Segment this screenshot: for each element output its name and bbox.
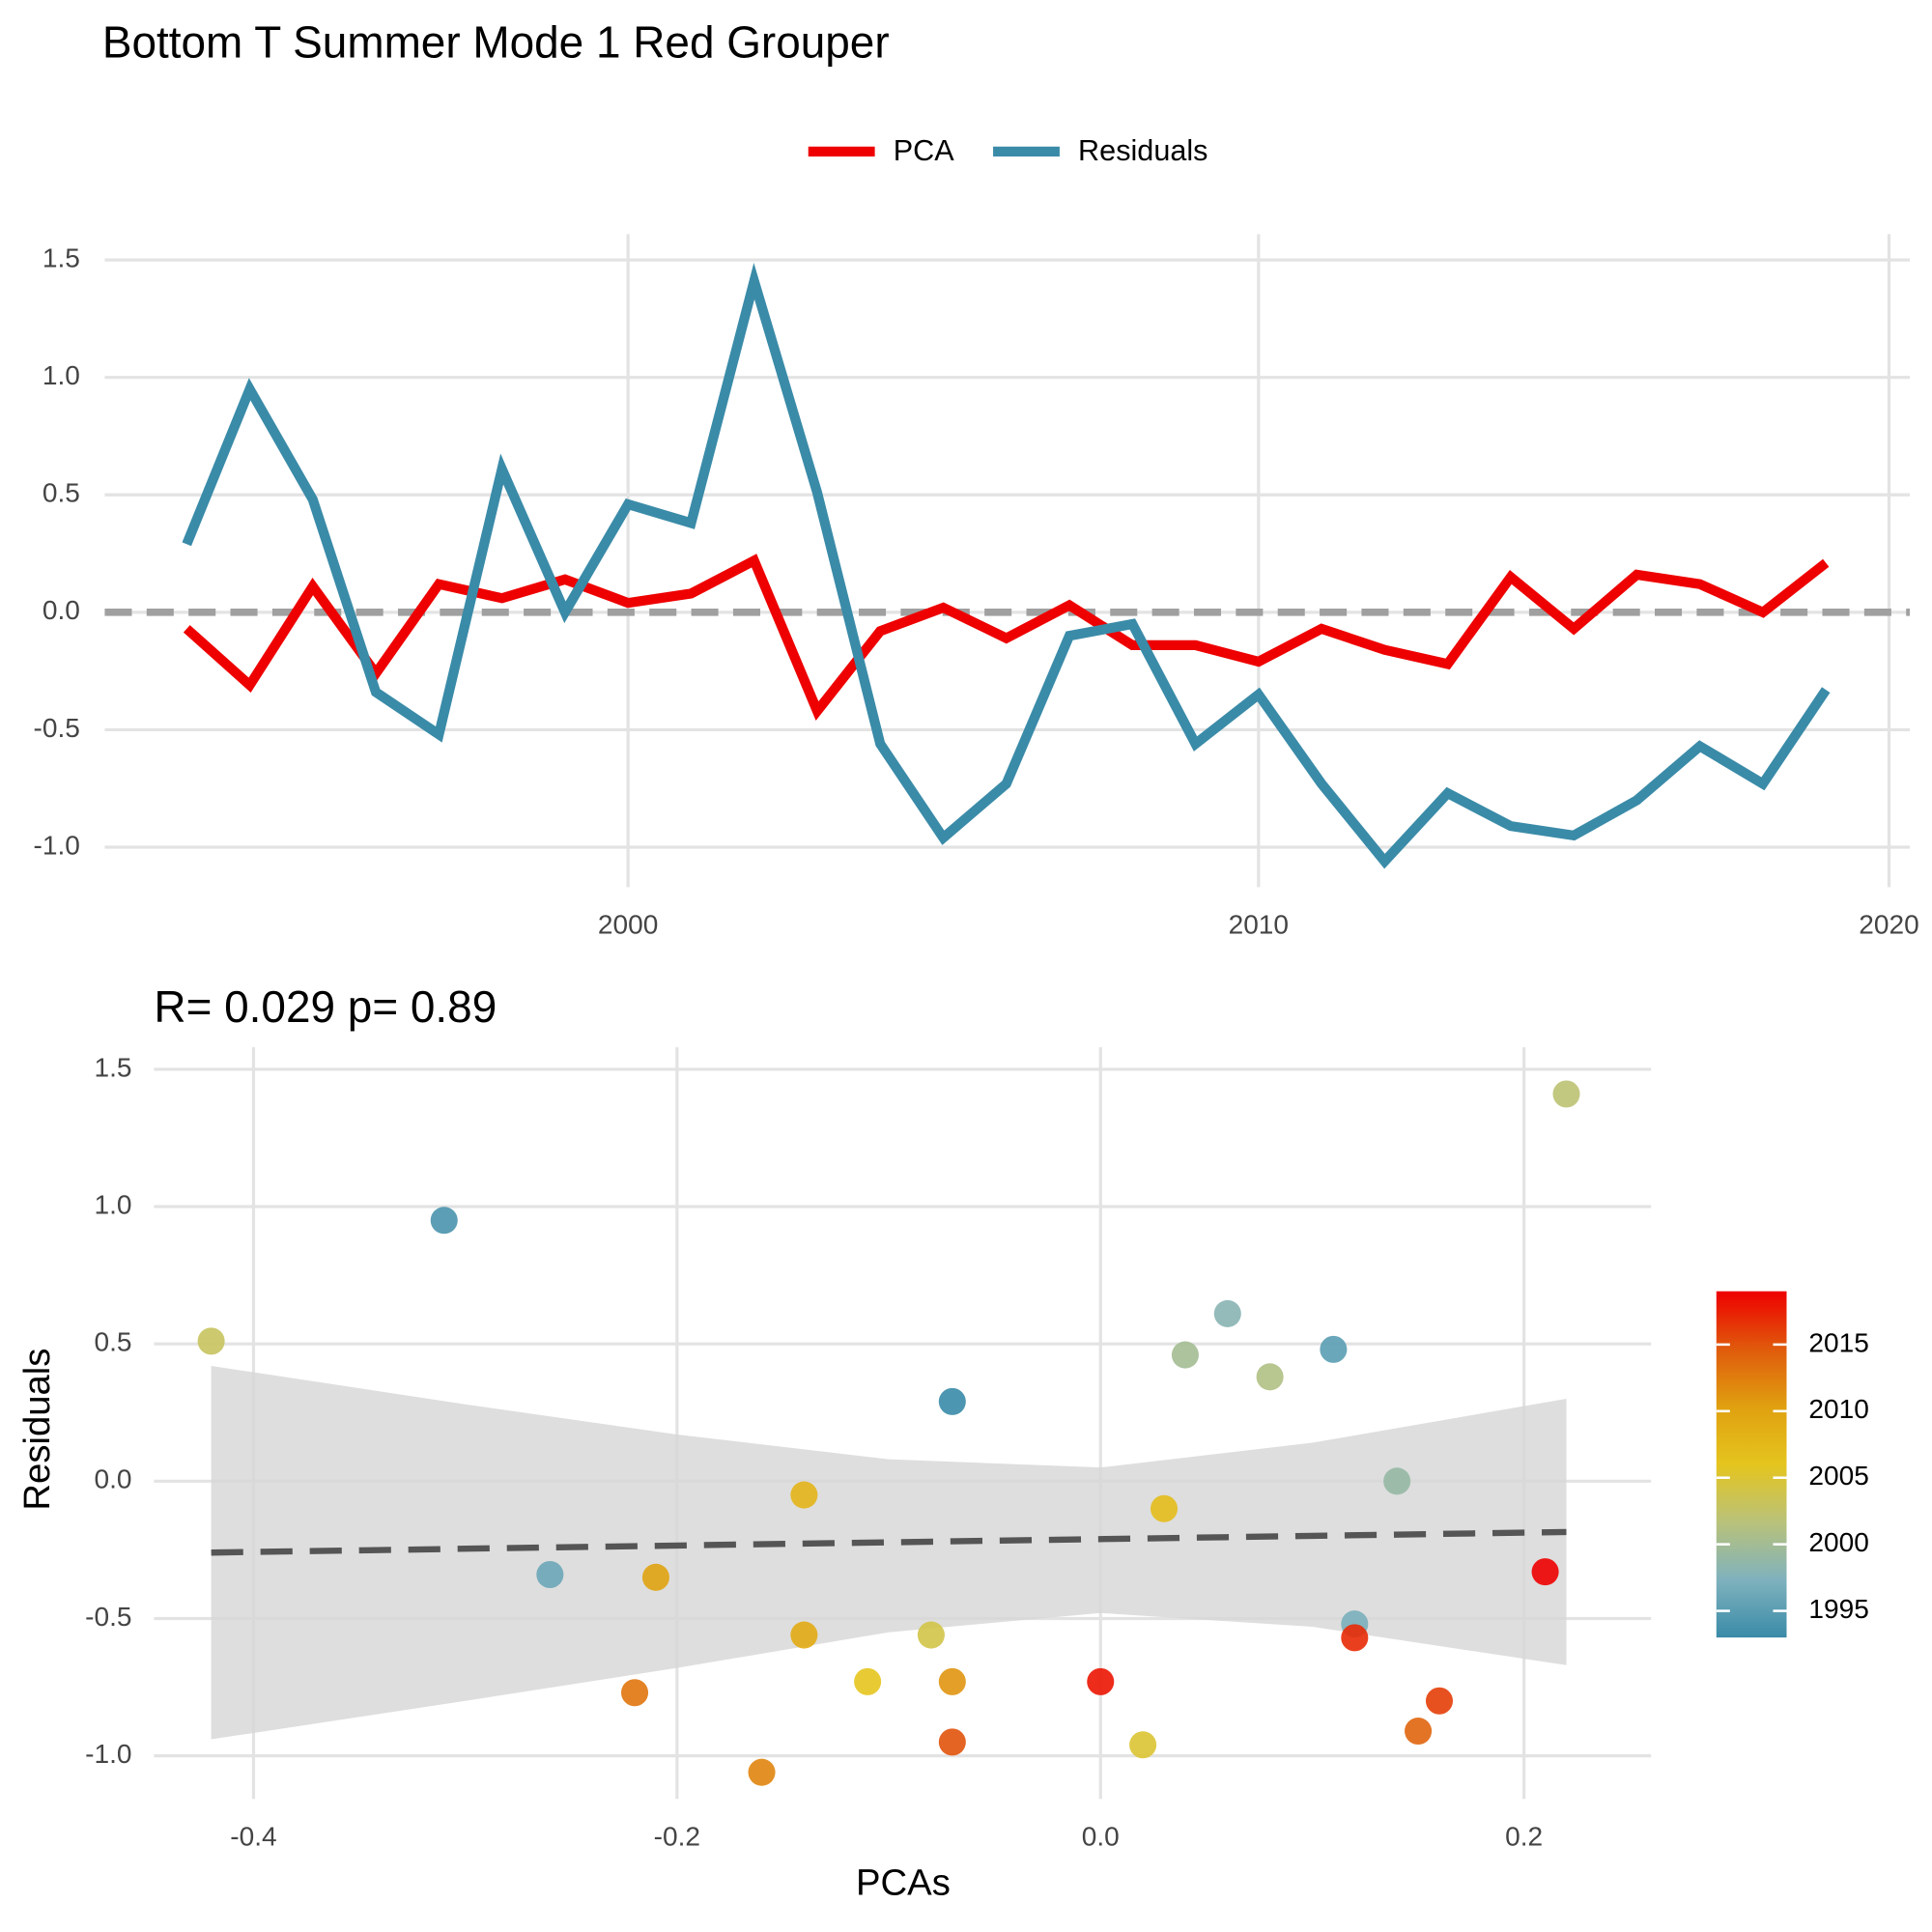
y-tick-label: -1.0 xyxy=(85,1739,131,1769)
colorbar-label: 2015 xyxy=(1808,1327,1868,1357)
point xyxy=(620,1679,649,1707)
point xyxy=(430,1207,458,1235)
point xyxy=(1405,1717,1433,1746)
y-tick-label: 1.5 xyxy=(43,243,80,273)
y-tick-label: 0.0 xyxy=(94,1464,131,1494)
x-tick-label: 2000 xyxy=(598,910,658,940)
y-tick-label: 1.5 xyxy=(94,1052,131,1082)
point xyxy=(536,1560,564,1589)
legend-label: Residuals xyxy=(1078,134,1208,167)
point xyxy=(1383,1467,1411,1495)
point xyxy=(1320,1335,1348,1363)
x-axis-label: PCAs xyxy=(856,1862,951,1904)
point xyxy=(641,1563,669,1591)
colorbar-label: 2000 xyxy=(1808,1527,1868,1557)
point xyxy=(1087,1667,1115,1695)
chart-title: Bottom T Summer Mode 1 Red Grouper xyxy=(102,16,890,67)
colorbar-label: 2010 xyxy=(1808,1394,1868,1424)
y-tick-label: 0.0 xyxy=(43,595,80,625)
point xyxy=(854,1667,882,1695)
point xyxy=(790,1621,818,1649)
y-tick-label: 1.0 xyxy=(94,1189,131,1219)
y-tick-label: -0.5 xyxy=(85,1602,131,1632)
point xyxy=(1129,1731,1157,1759)
y-tick-label: 0.5 xyxy=(94,1327,131,1357)
scatter-title: R= 0.029 p= 0.89 xyxy=(154,981,497,1032)
point xyxy=(790,1481,818,1509)
point xyxy=(1552,1080,1580,1108)
point xyxy=(1341,1624,1369,1652)
point xyxy=(1150,1494,1179,1522)
y-tick-label: 1.0 xyxy=(43,360,80,390)
x-tick-label: -0.4 xyxy=(230,1821,276,1851)
point xyxy=(1531,1558,1559,1586)
y-tick-label: 0.5 xyxy=(43,478,80,508)
x-tick-label: 0.2 xyxy=(1505,1821,1543,1851)
point xyxy=(1256,1363,1284,1391)
x-tick-label: 2020 xyxy=(1859,910,1918,940)
fit-line xyxy=(211,1528,1567,1556)
y-axis-label: Residuals xyxy=(16,1349,58,1511)
legend-label: PCA xyxy=(894,134,955,167)
point xyxy=(1213,1299,1241,1327)
point xyxy=(748,1758,776,1786)
x-tick-label: -0.2 xyxy=(654,1821,700,1851)
y-tick-label: -0.5 xyxy=(34,713,80,743)
y-tick-label: -1.0 xyxy=(34,830,80,860)
confidence-band xyxy=(211,1365,1567,1740)
point xyxy=(917,1621,945,1649)
point xyxy=(938,1667,966,1695)
series-line xyxy=(183,554,1830,721)
point xyxy=(938,1387,966,1415)
point xyxy=(1171,1341,1199,1369)
colorbar-label: 1995 xyxy=(1808,1594,1868,1624)
x-tick-label: 2010 xyxy=(1229,910,1289,940)
series-line xyxy=(182,263,1831,869)
colorbar xyxy=(1716,1291,1787,1638)
point xyxy=(1425,1687,1454,1715)
point xyxy=(938,1728,966,1756)
colorbar-label: 2005 xyxy=(1808,1461,1868,1491)
x-tick-label: 0.0 xyxy=(1082,1821,1120,1851)
point xyxy=(197,1327,225,1355)
